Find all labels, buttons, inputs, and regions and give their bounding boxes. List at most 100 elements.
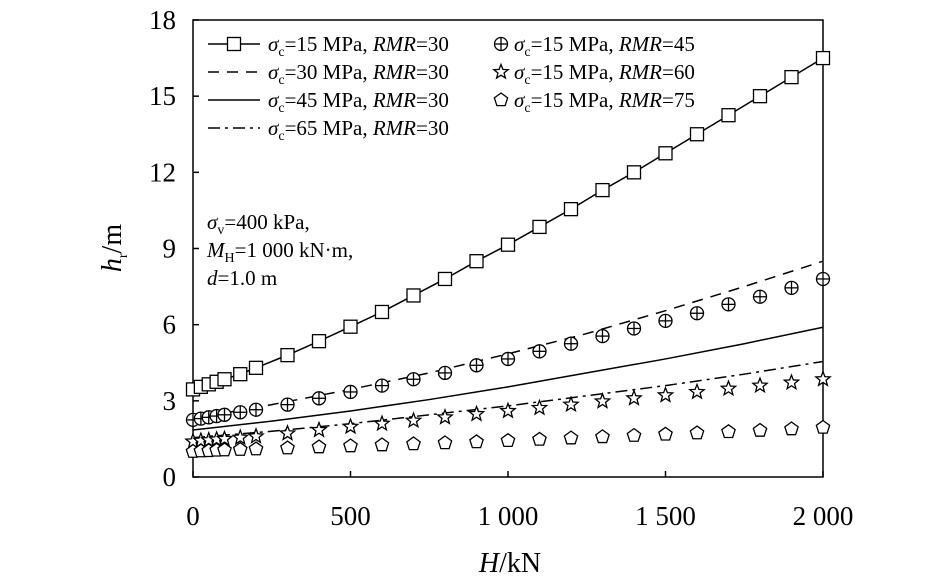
data-point (248, 360, 264, 375)
data-point (469, 434, 484, 449)
series-4 (192, 360, 824, 439)
legend-label: σc=15 MPa, RMR=30 (268, 32, 449, 60)
data-point (499, 401, 517, 419)
data-point (626, 321, 642, 336)
data-point (658, 426, 673, 441)
series-6 (184, 369, 832, 449)
data-point (751, 376, 769, 394)
data-point (721, 108, 736, 123)
data-point (217, 372, 232, 387)
legend-marker (493, 92, 509, 107)
data-point (469, 254, 484, 269)
data-point (563, 201, 579, 217)
data-point (563, 336, 579, 351)
parameter-annotation: σv=400 kPa,MH=1 000 kN·m,d=1.0 m (206, 210, 353, 290)
data-point (689, 127, 705, 142)
data-point (595, 182, 610, 198)
x-tick-label: 2 000 (793, 501, 854, 531)
data-point (436, 408, 454, 425)
legend-marker (226, 36, 242, 52)
x-tick-label: 500 (330, 501, 371, 531)
data-point (374, 378, 390, 393)
data-point (784, 421, 799, 436)
data-point (532, 431, 547, 446)
data-point (215, 429, 234, 447)
y-tick-label: 15 (149, 81, 176, 111)
data-point (595, 429, 610, 444)
data-point (248, 402, 264, 417)
legend-label: σc=15 MPa, RMR=45 (514, 32, 695, 60)
data-point (374, 304, 390, 320)
y-tick-label: 0 (163, 462, 177, 492)
data-point (343, 438, 358, 453)
series-line (192, 260, 824, 420)
data-point (782, 373, 801, 391)
data-point (625, 388, 643, 406)
data-point (406, 436, 421, 451)
data-point (248, 441, 264, 456)
legend-entry: σc=15 MPa, RMR=75 (493, 88, 695, 116)
series-line (192, 360, 824, 439)
ticks-layer: 0 500 1 000 1 500 2 000 0 3 6 9 12 15 18 (149, 5, 853, 531)
series-2 (192, 260, 824, 420)
data-point (217, 442, 232, 457)
data-point (721, 424, 736, 439)
y-tick-label: 3 (163, 386, 177, 416)
data-point (217, 407, 232, 422)
data-point (231, 428, 250, 446)
annotation-line: d=1.0 m (207, 266, 277, 290)
legend-marker (493, 36, 509, 52)
data-point (752, 89, 768, 104)
legend-entry: σc=15 MPa, RMR=60 (492, 60, 695, 88)
data-point (467, 404, 486, 422)
data-point (373, 414, 391, 432)
data-point (500, 432, 516, 448)
data-point (688, 382, 706, 400)
data-point (626, 165, 642, 180)
data-point (815, 271, 831, 287)
data-point (469, 358, 484, 373)
y-tick-label: 18 (149, 5, 176, 35)
legend-entry: σc=15 MPa, RMR=30 (208, 32, 449, 60)
legend-entry: σc=15 MPa, RMR=45 (493, 32, 695, 60)
data-point (500, 237, 516, 252)
data-point (784, 280, 799, 296)
legend-label: σc=15 MPa, RMR=60 (514, 60, 695, 88)
data-point (532, 219, 547, 235)
annotation-line: MH=1 000 kN·m, (206, 238, 353, 266)
x-tick-label: 1 500 (635, 501, 696, 531)
data-point (437, 435, 453, 450)
data-point (721, 297, 736, 312)
data-point (341, 417, 360, 435)
data-point (343, 384, 358, 400)
legend-entry: σc=30 MPa, RMR=30 (208, 60, 449, 88)
data-point (689, 425, 705, 440)
data-point (530, 398, 549, 416)
data-point (815, 50, 831, 66)
data-point (658, 313, 673, 329)
legend-entry: σc=45 MPa, RMR=30 (208, 88, 449, 116)
data-point (689, 306, 705, 321)
data-point (233, 405, 248, 420)
data-point (656, 385, 675, 403)
data-point (311, 391, 327, 406)
series-layer (184, 50, 832, 458)
data-point (593, 392, 612, 409)
x-tick-label: 0 (186, 501, 200, 531)
legend-marker (492, 62, 510, 80)
legend-label: σc=45 MPa, RMR=30 (268, 88, 449, 116)
x-axis-title: H/kN (478, 548, 541, 579)
data-point (784, 69, 799, 85)
series-line (192, 326, 824, 431)
data-point (406, 372, 421, 387)
legend-label: σc=15 MPa, RMR=75 (514, 88, 695, 116)
data-point (658, 146, 673, 161)
data-point (343, 319, 358, 334)
legend-entry: σc=65 MPa, RMR=30 (208, 116, 449, 144)
annotation-line: σv=400 kPa, (207, 210, 310, 238)
data-point (311, 439, 327, 454)
data-point (562, 395, 580, 413)
data-point (437, 271, 453, 287)
y-tick-label: 6 (163, 310, 177, 340)
